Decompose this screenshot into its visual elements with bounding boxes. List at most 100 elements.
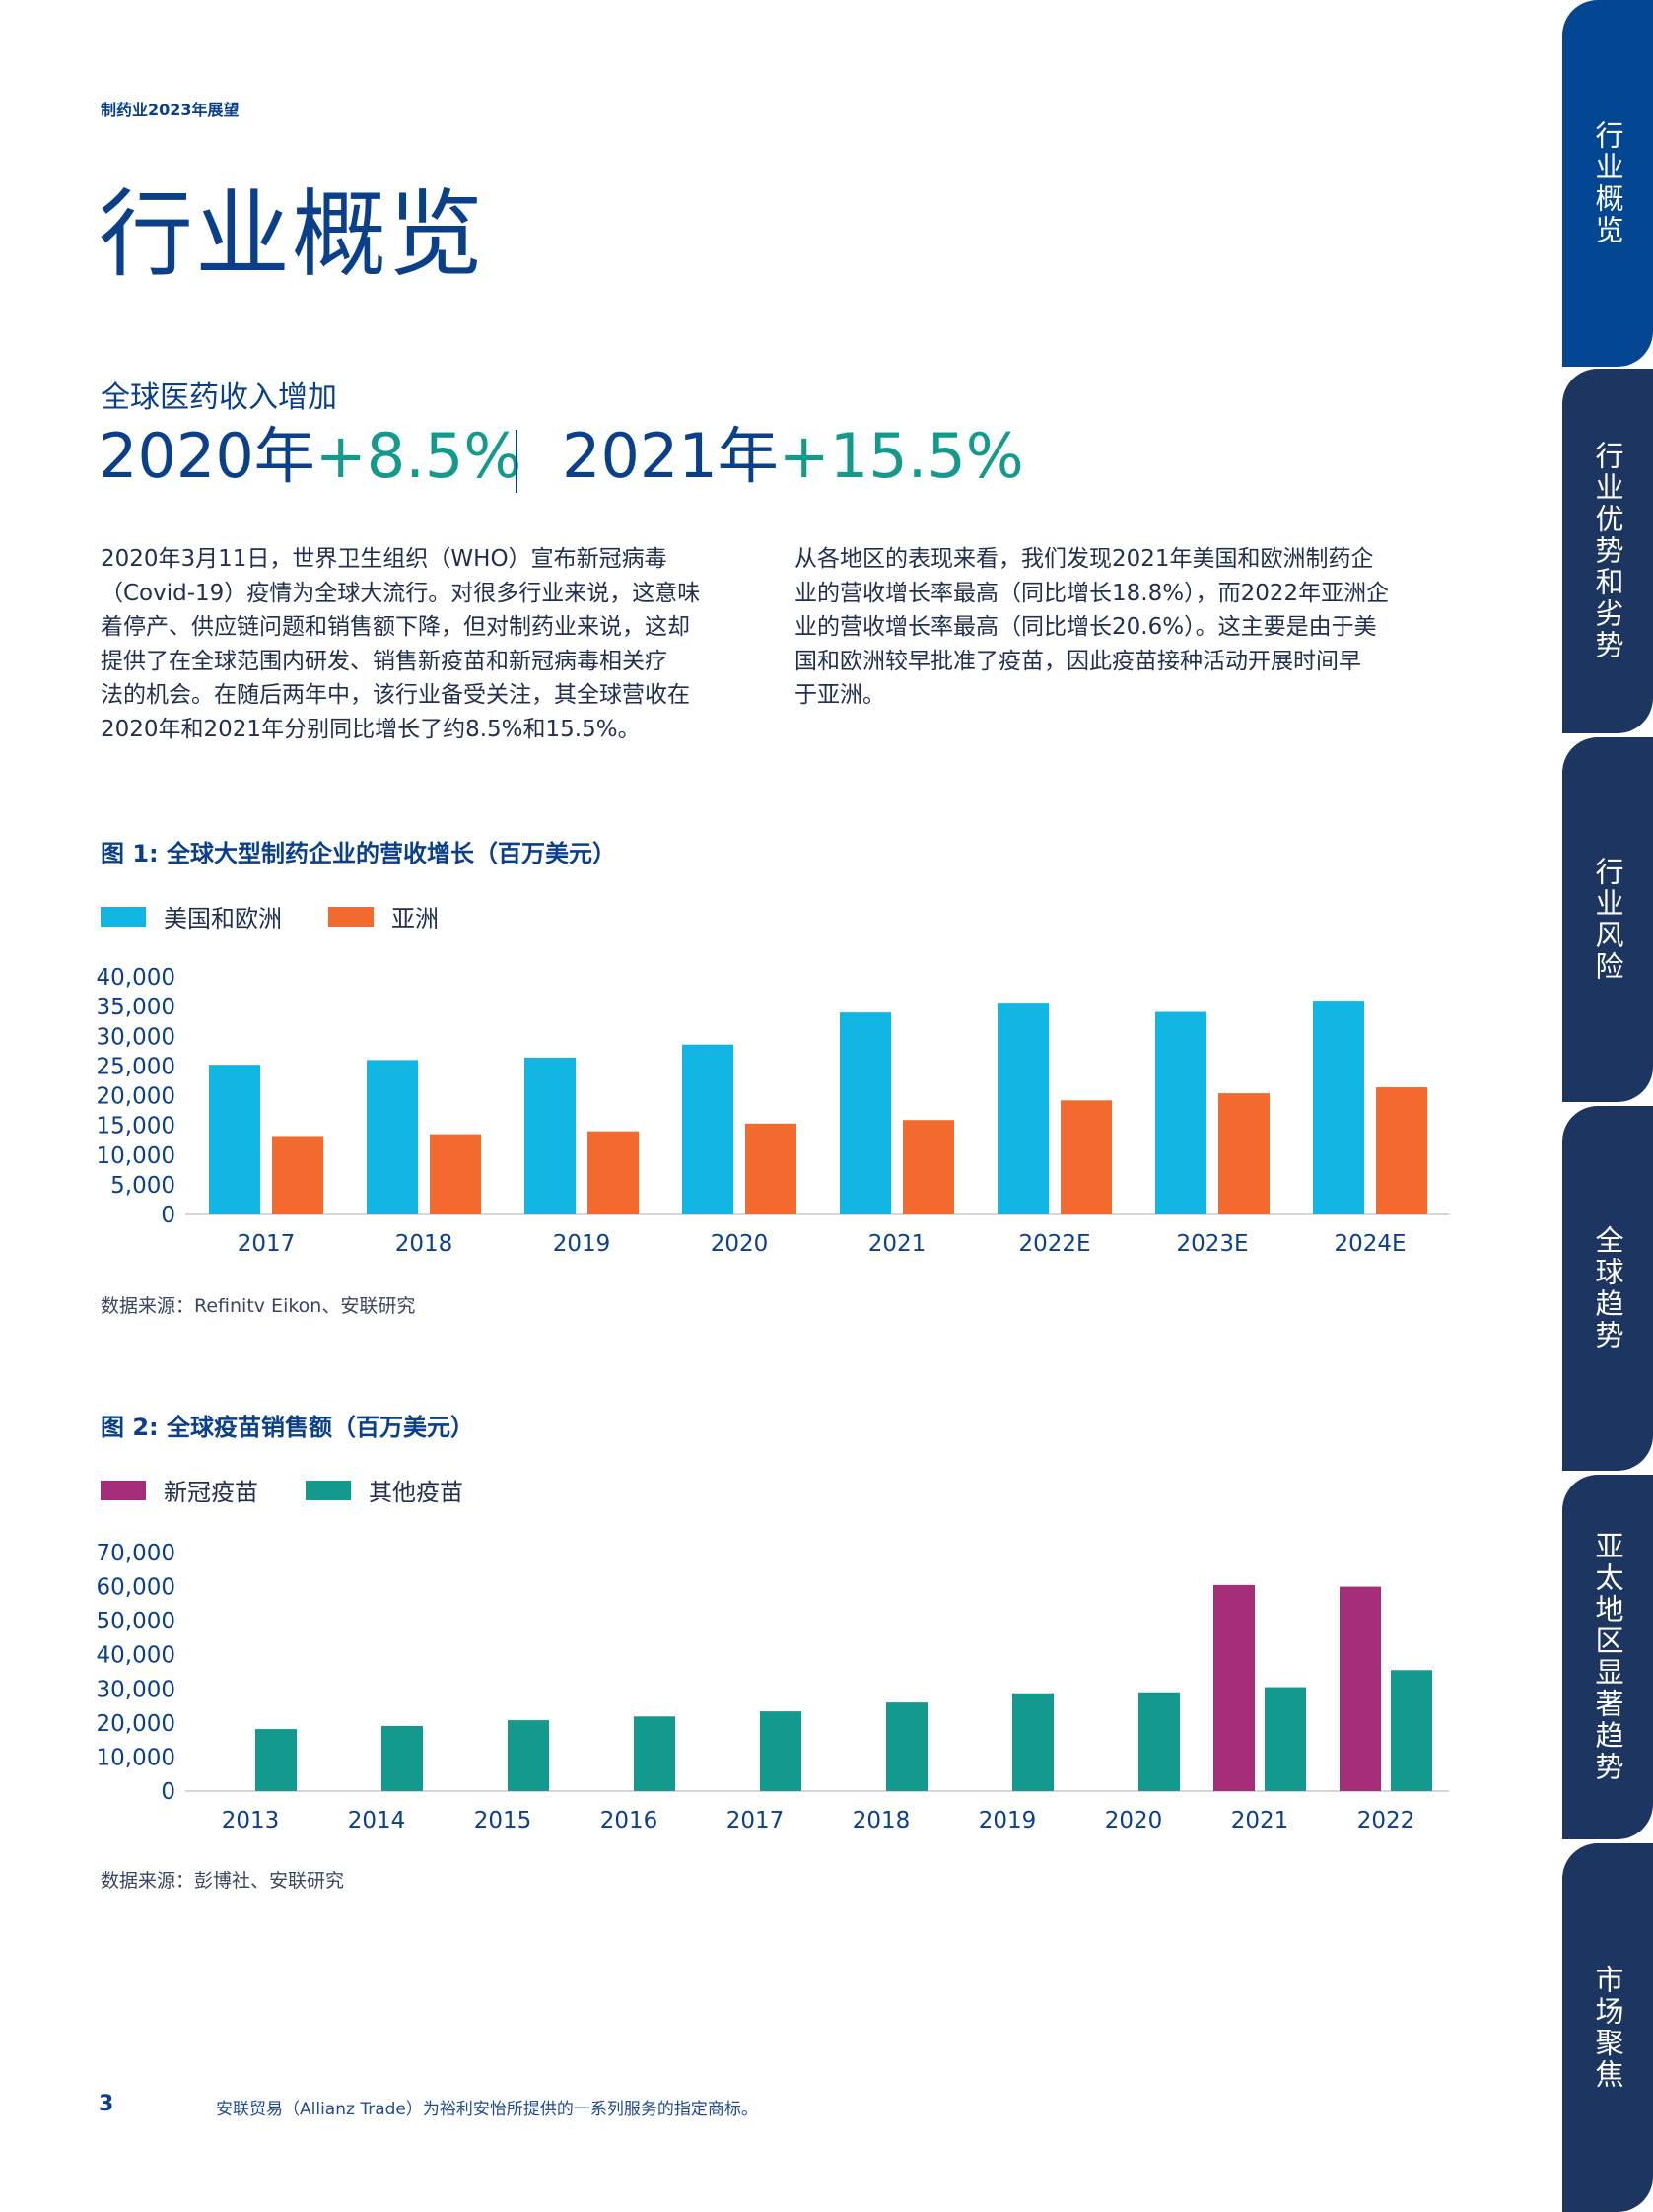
y-tick-label: 40,000 xyxy=(97,965,175,991)
stat-2021-value: +15.5% xyxy=(778,420,1024,492)
x-tick-label: 2019 xyxy=(979,1808,1037,1833)
y-tick-label: 10,000 xyxy=(97,1745,175,1770)
body-line: 业的营收增长率最高（同比增长18.8%），而2022年亚洲企 xyxy=(794,580,1390,606)
x-tick-label: 2018 xyxy=(395,1231,453,1257)
y-tick-label: 20,000 xyxy=(97,1711,175,1737)
figure2-legend-other: 其他疫苗 xyxy=(306,1473,463,1507)
tab-global-trends[interactable]: 全球趋势 xyxy=(1562,1106,1653,1471)
y-tick-label: 15,000 xyxy=(97,1114,175,1140)
bar-其他疫苗-2015 xyxy=(508,1720,549,1791)
report-kicker: 制药业2023年展望 xyxy=(101,101,240,119)
body-line: 国和欧洲较早批准了疫苗，因此疫苗接种活动开展时间早 xyxy=(794,648,1361,674)
bar-亚洲-2017 xyxy=(272,1136,323,1214)
body-line: 2020年和2021年分别同比增长了约8.5%和15.5%。 xyxy=(101,716,641,742)
bar-其他疫苗-2016 xyxy=(634,1716,675,1791)
bar-其他疫苗-2022 xyxy=(1391,1670,1432,1791)
figure1-chart: 0 5,000 10,000 15,000 20,000 25,000 30,000 35,0… xyxy=(97,965,1449,1257)
page-title: 行业概览 xyxy=(99,179,485,290)
tab-label: 行业优势和劣势 xyxy=(1591,441,1624,661)
x-tick-label: 2021 xyxy=(1231,1808,1289,1833)
bar-其他疫苗-2019 xyxy=(1012,1693,1054,1791)
x-tick-label: 2017 xyxy=(238,1231,296,1257)
bar-新冠疫苗-2022 xyxy=(1340,1586,1381,1791)
legend-swatch-magenta xyxy=(101,1480,146,1500)
stat-2021-year: 2021年 xyxy=(562,420,779,492)
y-tick-label: 70,000 xyxy=(97,1541,175,1566)
bar-亚洲-2022E xyxy=(1061,1100,1112,1214)
body-line: 于亚洲。 xyxy=(794,682,885,708)
stat-2020-value: +8.5% xyxy=(314,420,522,492)
legend-label: 其他疫苗 xyxy=(369,1479,463,1506)
tab-industry-overview[interactable]: 行业概览 xyxy=(1562,0,1653,367)
bar-亚洲-2023E xyxy=(1218,1093,1270,1214)
bar-新冠疫苗-2021 xyxy=(1213,1584,1255,1791)
bar-美国和欧洲-2020 xyxy=(682,1044,733,1214)
x-tick-label: 2015 xyxy=(474,1808,532,1833)
y-tick-label: 10,000 xyxy=(97,1143,175,1169)
figure1-legend-asia: 亚洲 xyxy=(328,899,439,933)
bar-美国和欧洲-2022E xyxy=(998,1003,1049,1214)
x-tick-label: 2018 xyxy=(853,1808,911,1833)
y-tick-label: 0 xyxy=(161,1203,175,1228)
stat-2020-year: 2020年 xyxy=(99,420,315,492)
page-number: 3 xyxy=(99,2092,114,2116)
tab-label: 亚太地区显著趋势 xyxy=(1591,1531,1624,1783)
x-tick-label: 2020 xyxy=(1105,1808,1163,1833)
y-tick-label: 50,000 xyxy=(97,1609,175,1634)
bar-其他疫苗-2017 xyxy=(760,1711,801,1791)
legend-label: 美国和欧洲 xyxy=(164,905,282,933)
legend-label: 新冠疫苗 xyxy=(164,1479,258,1506)
tab-market-focus[interactable]: 市场聚焦 xyxy=(1562,1843,1653,2212)
x-tick-label: 2013 xyxy=(222,1808,280,1833)
bar-美国和欧洲-2023E xyxy=(1155,1011,1206,1214)
tab-strengths-weaknesses[interactable]: 行业优势和劣势 xyxy=(1562,369,1653,733)
x-tick-label: 2020 xyxy=(711,1231,769,1257)
x-tick-label: 2019 xyxy=(553,1231,611,1257)
bar-亚洲-2019 xyxy=(587,1131,639,1214)
tab-industry-risks[interactable]: 行业风险 xyxy=(1562,737,1653,1102)
bar-亚洲-2020 xyxy=(745,1123,796,1214)
body-line: （Covid-19）疫情为全球大流行。对很多行业来说，这意味 xyxy=(101,580,701,606)
bar-美国和欧洲-2024E xyxy=(1313,1001,1364,1214)
tab-label: 行业风险 xyxy=(1591,857,1624,983)
legend-swatch-cyan xyxy=(101,906,146,927)
bar-其他疫苗-2018 xyxy=(886,1702,928,1791)
tab-label: 全球趋势 xyxy=(1591,1225,1624,1351)
legend-label: 亚洲 xyxy=(391,905,439,933)
y-tick-label: 40,000 xyxy=(97,1643,175,1669)
body-line: 从各地区的表现来看，我们发现2021年美国和欧洲制药企 xyxy=(794,546,1374,572)
stat-2020: 2020年+8.5% xyxy=(99,426,521,487)
y-tick-label: 20,000 xyxy=(97,1084,175,1110)
figure2-chart: 0 10,000 20,000 30,000 40,000 50,000 60,000 70,… xyxy=(97,1541,1449,1833)
body-line: 业的营收增长率最高（同比增长20.6%）。这主要是由于美 xyxy=(794,614,1377,640)
bar-其他疫苗-2013 xyxy=(255,1729,297,1791)
bar-美国和欧洲-2019 xyxy=(524,1057,576,1214)
legend-swatch-orange xyxy=(328,906,374,927)
x-tick-label: 2014 xyxy=(348,1808,406,1833)
highlights-subtitle: 全球医药收入增加 xyxy=(101,380,337,415)
body-left-column: 2020年3月11日，世界卫生组织（WHO）宣布新冠病毒 （Covid-19）疫… xyxy=(101,542,771,746)
y-tick-label: 0 xyxy=(161,1779,175,1805)
x-tick-label: 2017 xyxy=(726,1808,785,1833)
body-line: 提供了在全球范围内研发、销售新疫苗和新冠病毒相关疗 xyxy=(101,648,667,674)
stat-2021: 2021年+15.5% xyxy=(562,426,1024,487)
bar-亚洲-2021 xyxy=(903,1120,954,1214)
y-tick-label: 5,000 xyxy=(110,1173,175,1199)
body-line: 2020年3月11日，世界卫生组织（WHO）宣布新冠病毒 xyxy=(101,546,667,572)
body-line: 法的机会。在随后两年中，该行业备受关注，其全球营收在 xyxy=(101,682,690,708)
figure1-legend-us-eu: 美国和欧洲 xyxy=(101,899,282,933)
bar-亚洲-2018 xyxy=(430,1134,481,1214)
body-right-column: 从各地区的表现来看，我们发现2021年美国和欧洲制药企 业的营收增长率最高（同比… xyxy=(794,542,1465,713)
figure2-source: 数据来源：彭博社、安联研究 xyxy=(101,1870,345,1892)
figure1-source: 数据来源：Refinitv Eikon、安联研究 xyxy=(101,1295,416,1317)
y-tick-label: 25,000 xyxy=(97,1054,175,1079)
x-tick-label: 2022 xyxy=(1357,1808,1415,1833)
bar-其他疫苗-2020 xyxy=(1138,1692,1180,1791)
tab-apac-trends[interactable]: 亚太地区显著趋势 xyxy=(1562,1475,1653,1839)
trademark-footnote: 安联贸易（Allianz Trade）为裕利安怡所提供的一系列服务的指定商标。 xyxy=(216,2100,758,2119)
body-line: 着停产、供应链问题和销售额下降，但对制药业来说，这却 xyxy=(101,614,690,640)
y-tick-label: 30,000 xyxy=(97,1677,175,1702)
figure2-title: 图 2: 全球疫苗销售额（百万美元） xyxy=(101,1414,475,1441)
x-tick-label: 2021 xyxy=(868,1231,927,1257)
stat-divider xyxy=(516,430,517,493)
